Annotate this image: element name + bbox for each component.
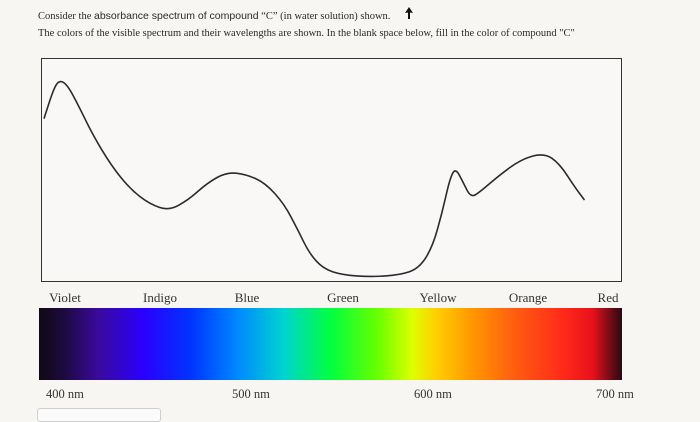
absorbance-spectrum-chart	[41, 58, 622, 282]
color-label-violet: Violet	[49, 290, 81, 305]
question-line-1: Consider the absorbance spectrum of comp…	[38, 10, 390, 22]
question-line-2: The colors of the visible spectrum and t…	[38, 28, 575, 39]
question-line-1-part-b: absorbance spectrum of compound	[94, 10, 259, 22]
question-line-1-part-a: Consider the	[38, 11, 92, 22]
wavelength-label-600: 600 nm	[414, 387, 452, 401]
color-label-green: Green	[327, 290, 359, 305]
answer-input-field[interactable]	[37, 408, 161, 422]
color-label-orange: Orange	[508, 290, 548, 305]
color-label-red: Red	[597, 290, 619, 305]
wavelength-label-700: 700 nm	[596, 387, 634, 401]
color-label-blue: Blue	[234, 290, 260, 305]
question-line-1-part-c: “C” (in water solution) shown.	[261, 11, 391, 22]
wavelength-label-500: 500 nm	[232, 387, 270, 401]
absorbance-curve-0	[43, 80, 586, 278]
color-label-yellow: Yellow	[419, 290, 457, 305]
wavelength-label-400: 400 nm	[46, 387, 84, 401]
color-label-indigo: Indigo	[143, 290, 177, 305]
visible-spectrum-bar	[39, 308, 622, 380]
mouse-cursor-icon	[405, 7, 413, 19]
